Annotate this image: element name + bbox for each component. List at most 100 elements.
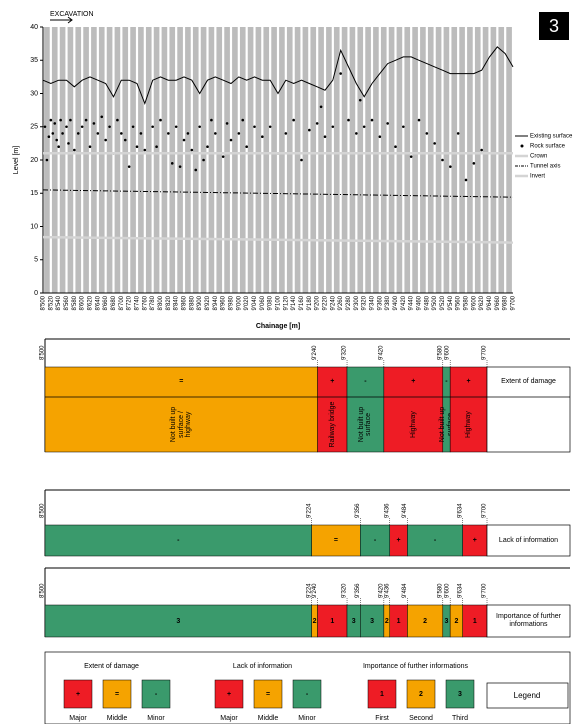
- x-tick-label: 8'500: [41, 295, 47, 310]
- rock-point: [135, 145, 139, 148]
- rock-point: [225, 122, 229, 125]
- rock-point: [456, 132, 460, 135]
- segment-symbol: =: [334, 537, 338, 544]
- segment-symbol: 2: [385, 618, 389, 625]
- y-tick-label: 0: [34, 290, 38, 297]
- segment-text: Highway: [465, 411, 472, 438]
- panel-label-text: Lack of information: [498, 536, 559, 544]
- x-tick-label: 8'580: [72, 295, 78, 310]
- rock-point: [210, 118, 213, 122]
- rock-point: [104, 138, 107, 142]
- rock-point: [155, 145, 158, 148]
- boundary-label: 9'240: [312, 345, 318, 360]
- rock-point: [214, 132, 217, 135]
- legend-swatch: [214, 679, 244, 709]
- rock-point: [49, 118, 53, 122]
- y-tick-label: 5: [34, 257, 38, 264]
- x-tick-label: 9'440: [409, 295, 415, 310]
- rock-point: [300, 158, 303, 162]
- boundary-label: 9'600: [445, 345, 451, 360]
- x-tick-label: 8'740: [135, 295, 141, 310]
- segment-symbol: 2: [423, 618, 427, 625]
- legend-item-label: Middle: [258, 715, 279, 722]
- legend-symbol: -: [155, 691, 158, 698]
- segment-symbol: +: [330, 378, 334, 385]
- panel-label-box: [486, 366, 571, 453]
- boundary-label: 8'500: [40, 503, 46, 518]
- rock-point: [88, 145, 92, 148]
- x-tick-label: 9'320: [362, 295, 368, 310]
- legend-item-label: Major: [220, 715, 238, 722]
- rock-point: [51, 132, 55, 135]
- legend-symbol: 1: [380, 691, 384, 698]
- x-tick-label: 8'760: [142, 295, 148, 310]
- legend-label: Rock surface: [530, 144, 566, 150]
- rock-point: [241, 118, 245, 122]
- x-tick-label: 8'840: [174, 295, 180, 310]
- rock-point: [67, 142, 70, 145]
- segment: [317, 366, 348, 453]
- x-tick-label: 8'640: [95, 295, 101, 310]
- x-tick-label: 9'040: [252, 295, 258, 310]
- rock-point: [190, 148, 194, 152]
- segment-text: Railway bridge: [328, 402, 335, 448]
- boundary-label: 9'484: [402, 503, 408, 518]
- y-tick-label: 15: [30, 190, 38, 197]
- x-tick-label: 8'980: [229, 295, 235, 310]
- segment: [383, 366, 444, 453]
- x-tick-label: 9'620: [479, 295, 485, 310]
- x-tick-label: 9'280: [346, 295, 352, 310]
- rock-point: [339, 72, 342, 75]
- segment-symbol: -: [374, 537, 377, 544]
- segment: [311, 524, 361, 557]
- x-tick-label: 9'480: [424, 295, 430, 310]
- boundary-label: 9'634: [457, 583, 463, 598]
- x-tick-label: 9'100: [276, 295, 282, 310]
- rock-point: [96, 132, 100, 135]
- x-tick-label: 9'420: [401, 295, 407, 310]
- segment-symbol: -: [177, 537, 180, 544]
- rock-point: [59, 118, 62, 122]
- y-axis-label: Level [m]: [13, 146, 20, 174]
- x-tick-label: 9'700: [511, 295, 517, 310]
- legend-marker: [520, 144, 524, 148]
- rock-point: [57, 145, 60, 148]
- rock-point: [100, 115, 104, 119]
- rock-point: [315, 122, 319, 125]
- boundary-label: 9'356: [355, 583, 361, 598]
- rock-point: [47, 135, 51, 139]
- segment-text-text: Not built up surface / highway: [169, 406, 193, 443]
- boundary-label: 9'634: [457, 503, 463, 518]
- legend-symbol: -: [306, 691, 309, 698]
- x-tick-label: 9'020: [244, 295, 250, 310]
- legend-swatch: [102, 679, 132, 709]
- rock-point: [55, 138, 59, 142]
- boundary-label: 8'500: [40, 583, 46, 598]
- legend-item-label: Major: [69, 715, 87, 722]
- rock-point: [449, 165, 452, 168]
- rock-point: [237, 132, 241, 135]
- x-tick-label: 8'880: [189, 295, 195, 310]
- rock-point: [123, 138, 127, 142]
- segment-symbol: 3: [176, 618, 180, 625]
- x-tick-label: 9'140: [291, 295, 297, 310]
- rock-point: [402, 125, 405, 129]
- rock-point: [370, 118, 374, 122]
- segment-symbol: 3: [370, 618, 374, 625]
- rock-point: [362, 125, 366, 129]
- rock-point: [308, 128, 311, 132]
- rock-point: [61, 132, 64, 135]
- x-tick-label: 8'720: [127, 295, 133, 310]
- segment-symbol: -: [434, 537, 437, 544]
- legend-item-label: First: [375, 715, 389, 722]
- x-tick-label: 9'200: [315, 295, 321, 310]
- boundary-label: 9'320: [342, 345, 348, 360]
- panel-label: 3: [549, 16, 559, 36]
- segment: [44, 604, 312, 638]
- rock-point: [198, 125, 201, 129]
- x-tick-label: 9'240: [330, 295, 336, 310]
- x-tick-label: 9'560: [456, 295, 462, 310]
- segment: [44, 366, 318, 453]
- rock-point: [73, 148, 76, 152]
